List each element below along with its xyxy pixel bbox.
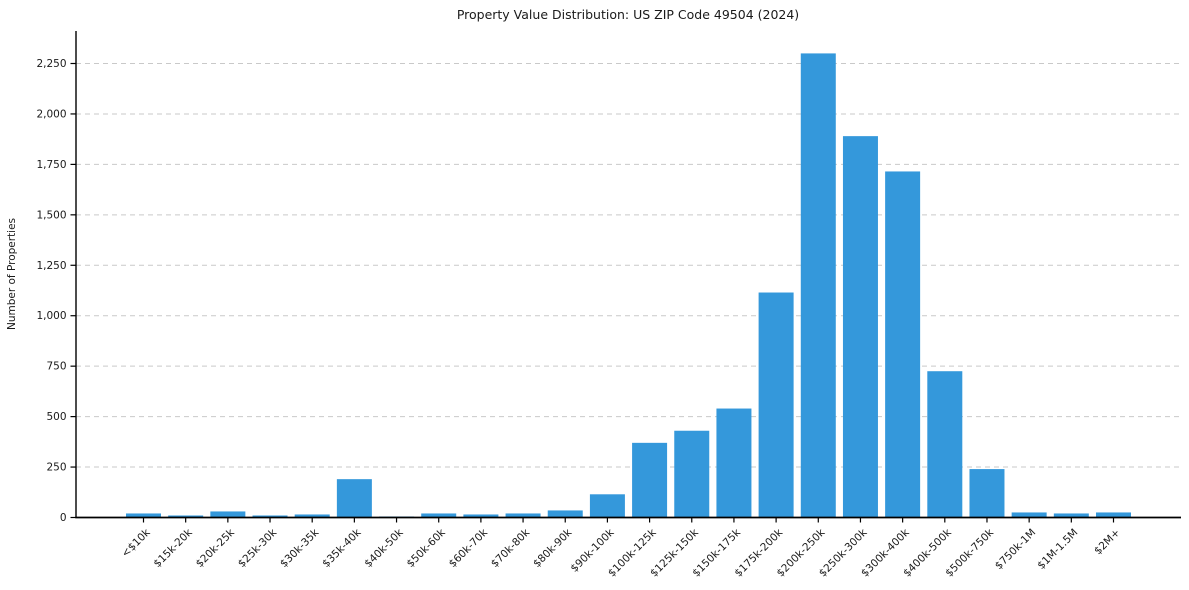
y-tick-label-1250: 1,250 bbox=[36, 260, 66, 272]
bar-$20k-25k bbox=[210, 511, 246, 518]
bar-$25k-30k bbox=[252, 515, 288, 518]
bar-$1M-1.5M bbox=[1053, 513, 1089, 518]
bar-$80k-90k bbox=[547, 510, 583, 518]
bar-$15k-20k bbox=[168, 515, 204, 518]
bar-$90k-100k bbox=[589, 494, 625, 518]
y-tick-label-1000: 1,000 bbox=[36, 310, 66, 322]
y-tick-label-2250: 2,250 bbox=[36, 58, 66, 70]
bars bbox=[126, 53, 1131, 518]
x-tick-label-$2M+: $2M+ bbox=[1092, 527, 1123, 558]
x-tick-label-$50k-60k: $50k-60k bbox=[404, 526, 448, 570]
y-tick-labels: 0 250 500 750 1,000 1,250 1,500 1,750 2,000 2,250 bbox=[36, 58, 66, 524]
x-tick-label-$70k-80k: $70k-80k bbox=[489, 526, 533, 570]
y-axis-label: Number of Properties bbox=[6, 218, 18, 330]
bar-$50k-60k bbox=[421, 513, 457, 518]
bar-$125k-150k bbox=[674, 430, 710, 518]
x-tick-label-$20k-25k: $20k-25k bbox=[194, 526, 238, 570]
y-tick-label-1750: 1,750 bbox=[36, 159, 66, 171]
x-tick-label-$35k-40k: $35k-40k bbox=[320, 526, 364, 570]
bar-$500k-750k bbox=[969, 469, 1005, 518]
bar-$150k-175k bbox=[716, 408, 752, 518]
x-tick-label-$750k-1M: $750k-1M bbox=[993, 527, 1038, 572]
bar-$30k-35k bbox=[294, 514, 330, 518]
bar-$250k-300k bbox=[842, 136, 878, 518]
bar-$175k-200k bbox=[758, 292, 794, 518]
x-tick-label-$15k-20k: $15k-20k bbox=[151, 526, 195, 570]
x-tick-label-<$10k: <$10k bbox=[119, 526, 153, 560]
bar-$400k-500k bbox=[927, 371, 963, 518]
x-tick-label-$30k-35k: $30k-35k bbox=[278, 526, 322, 570]
x-tick-label-$80k-90k: $80k-90k bbox=[531, 526, 575, 570]
y-tick-label-500: 500 bbox=[46, 411, 66, 423]
y-tick-label-0: 0 bbox=[60, 512, 67, 524]
x-tick-labels: <$10k$15k-20k$20k-25k$25k-30k$30k-35k$35… bbox=[119, 526, 1122, 579]
y-tick-label-250: 250 bbox=[46, 462, 66, 474]
bar-$750k-1M bbox=[1011, 512, 1047, 518]
y-tick-label-1500: 1,500 bbox=[36, 209, 66, 221]
bar-$2M+ bbox=[1096, 512, 1131, 518]
x-tick-label-$60k-70k: $60k-70k bbox=[447, 526, 491, 570]
bar-$300k-400k bbox=[885, 171, 921, 518]
y-tick-label-2000: 2,000 bbox=[36, 108, 66, 120]
bar-$35k-40k bbox=[336, 479, 372, 518]
y-tick-label-750: 750 bbox=[46, 361, 66, 373]
bar-$200k-250k bbox=[800, 53, 836, 518]
bar-$70k-80k bbox=[505, 513, 541, 518]
x-tick-label-$1M-1.5M: $1M-1.5M bbox=[1035, 527, 1080, 572]
x-tick-label-$25k-30k: $25k-30k bbox=[236, 526, 280, 570]
bar-$100k-125k bbox=[632, 442, 668, 518]
bar-$60k-70k bbox=[463, 514, 499, 518]
axes bbox=[70, 31, 1181, 523]
bar-<$10k bbox=[126, 513, 161, 518]
x-tick-label-$40k-50k: $40k-50k bbox=[362, 526, 406, 570]
gridlines bbox=[76, 63, 1181, 468]
chart-title: Property Value Distribution: US ZIP Code… bbox=[457, 7, 799, 22]
